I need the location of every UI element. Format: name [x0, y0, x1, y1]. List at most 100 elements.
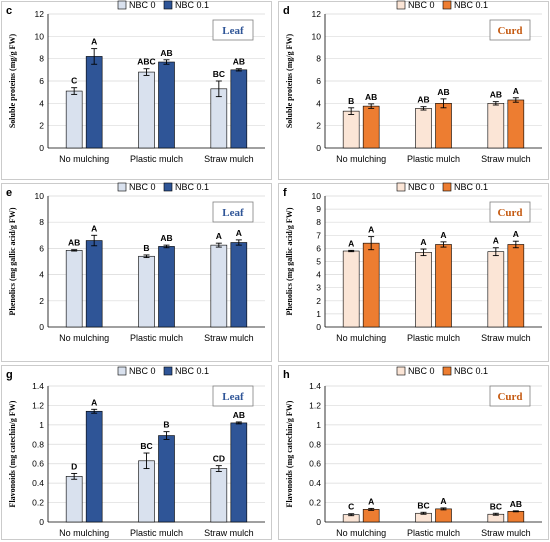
bar-nbc01 [435, 244, 452, 328]
bar-nbc0 [487, 103, 505, 149]
tissue-tag-box [212, 19, 254, 41]
x-tick-label: No mulching [336, 154, 386, 164]
x-tick-label: Straw mulch [204, 154, 254, 164]
y-tick-label: 1 [316, 420, 321, 430]
legend-swatch-nbc0 [396, 366, 406, 376]
bar-nbc0 [210, 88, 228, 149]
significance-letter: BC [490, 501, 502, 511]
bar-nbc01 [230, 422, 248, 523]
y-tick-label: 8 [39, 217, 44, 227]
legend-swatch-nbc01 [442, 0, 452, 10]
legend-swatch-nbc01 [163, 0, 173, 10]
legend-label-nbc0: NBC 0 [408, 366, 435, 376]
bar-nbc01 [158, 435, 175, 523]
x-tick-label: Plastic mulch [407, 528, 460, 538]
significance-letter: BC [417, 500, 429, 510]
legend-label-nbc01: NBC 0.1 [454, 366, 488, 376]
y-tick-label: 0.8 [309, 439, 321, 449]
y-tick-label: 4 [316, 98, 321, 108]
significance-letter: AB [160, 233, 172, 243]
y-tick-label: 0.6 [309, 459, 321, 469]
y-tick-label: 12 [312, 9, 322, 19]
panel-frame [1, 365, 272, 540]
x-tick-label: Straw mulch [204, 333, 254, 343]
bar-nbc01 [230, 69, 248, 149]
legend-swatch-nbc01 [442, 182, 452, 192]
significance-letter: AB [233, 57, 245, 67]
y-tick-label: 6 [316, 243, 321, 253]
bar-nbc01 [158, 246, 175, 328]
tissue-tag-box [489, 19, 531, 41]
bar-nbc01 [507, 99, 525, 149]
bar-nbc0 [415, 252, 432, 328]
significance-letter: BC [140, 441, 152, 451]
x-tick-label: Straw mulch [204, 528, 254, 538]
significance-letter: AB [437, 87, 449, 97]
bar-nbc01 [362, 105, 380, 149]
significance-letter: AB [510, 499, 522, 509]
y-tick-label: 0 [316, 517, 321, 527]
bar-nbc01 [158, 61, 175, 149]
bar-nbc01 [362, 242, 380, 328]
significance-letter: A [236, 228, 242, 238]
legend-label-nbc0: NBC 0 [129, 182, 156, 192]
significance-letter: A [420, 237, 426, 247]
x-tick-label: Straw mulch [481, 333, 531, 343]
panel-frame [278, 365, 549, 540]
legend-swatch-nbc0 [117, 366, 127, 376]
panel-c: 0 2 4 6 8 10 12 Soluble proteins (mg/g FW) c NBC … [1, 0, 272, 180]
panel-d: 0 2 4 6 8 10 12 Soluble proteins (mg/g FW) d NBC … [278, 0, 549, 180]
significance-letter: AB [365, 92, 377, 102]
bar-nbc0 [138, 255, 155, 328]
legend-swatch-nbc0 [396, 182, 406, 192]
significance-letter: AB [233, 410, 245, 420]
y-tick-label: 7 [316, 230, 321, 240]
panel-f: 0 1 2 3 4 5 6 7 8 9 10 Phenolics (mg gallic acid/g … [278, 182, 549, 362]
x-tick-label: Plastic mulch [407, 154, 460, 164]
y-tick-label: 4 [39, 98, 44, 108]
y-tick-label: 8 [316, 217, 321, 227]
panel-letter: c [6, 5, 12, 17]
significance-letter: D [71, 461, 77, 471]
bar-nbc01 [362, 509, 380, 523]
significance-letter: A [513, 86, 519, 96]
bar-nbc0 [138, 71, 155, 149]
legend-label-nbc0: NBC 0 [129, 0, 156, 10]
bar-nbc0 [65, 90, 83, 149]
y-tick-label: 6 [39, 243, 44, 253]
y-tick-label: 6 [316, 76, 321, 86]
legend-label-nbc01: NBC 0.1 [175, 0, 209, 10]
y-axis-title: Soluble proteins (mg/g FW) [285, 34, 294, 129]
panel-letter: e [6, 187, 12, 199]
legend-label-nbc01: NBC 0.1 [454, 0, 488, 10]
significance-letter: BC [213, 69, 225, 79]
legend-swatch-nbc0 [396, 0, 406, 10]
y-tick-label: 0.2 [309, 498, 321, 508]
bar-nbc0 [342, 250, 360, 328]
significance-letter: A [368, 225, 374, 235]
y-tick-label: 10 [312, 31, 322, 41]
x-tick-label: Straw mulch [481, 528, 531, 538]
y-axis-title: Phenolics (mg gallic acid/g FW) [285, 207, 294, 315]
panel-frame [278, 1, 549, 180]
bar-nbc01 [85, 410, 103, 523]
legend-label-nbc01: NBC 0.1 [175, 182, 209, 192]
y-tick-label: 0 [316, 143, 321, 153]
y-tick-label: 1.4 [32, 381, 44, 391]
tissue-tag-label: Leaf [222, 25, 244, 37]
significance-letter: C [71, 76, 77, 86]
significance-letter: AB [417, 95, 429, 105]
bar-nbc0 [415, 108, 432, 149]
significance-letter: A [513, 229, 519, 239]
significance-letter: B [348, 96, 354, 106]
y-tick-label: 5 [316, 257, 321, 267]
y-tick-label: 1.2 [309, 400, 321, 410]
significance-letter: A [91, 397, 97, 407]
bar-nbc01 [435, 508, 452, 523]
panel-frame [1, 1, 272, 180]
tissue-tag-label: Leaf [222, 391, 244, 403]
x-tick-label: No mulching [59, 528, 109, 538]
y-tick-label: 0 [39, 322, 44, 332]
y-axis-title: Flavonoids (mg catechin/g FW) [285, 400, 294, 507]
